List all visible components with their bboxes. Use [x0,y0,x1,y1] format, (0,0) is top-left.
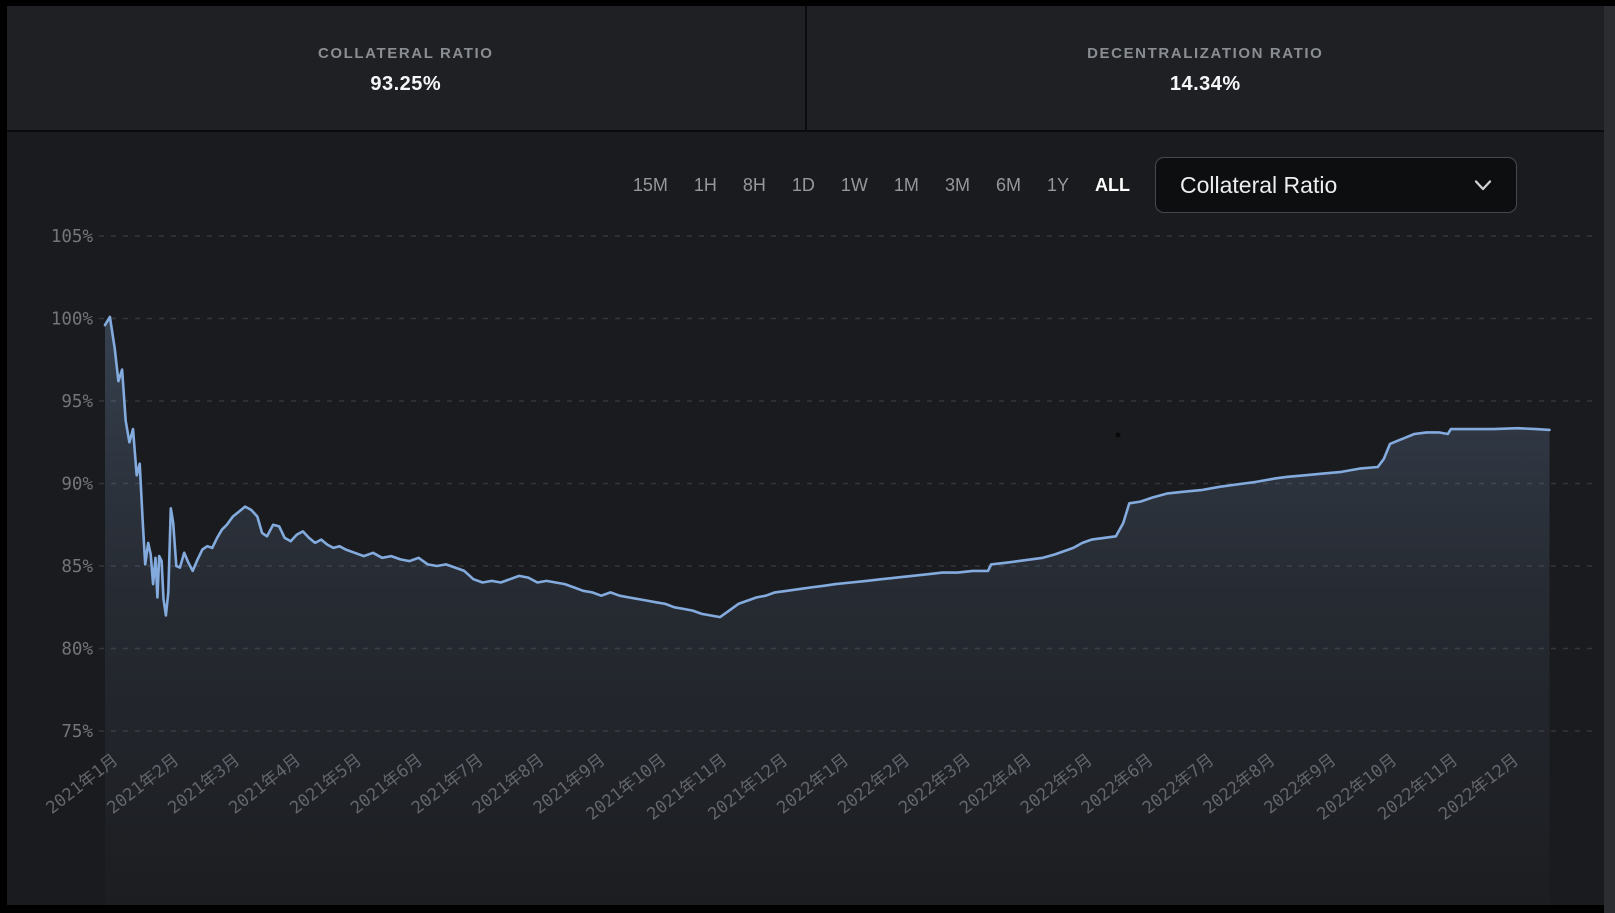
chevron-down-icon [1474,180,1492,191]
stats-header: COLLATERAL RATIO 93.25% DECENTRALIZATION… [7,6,1604,132]
stat-decentralization-ratio: DECENTRALIZATION RATIO 14.34% [807,6,1605,130]
metric-dropdown-label: Collateral Ratio [1180,171,1338,198]
range-button-3m[interactable]: 3M [944,174,970,195]
stat-collateral-ratio: COLLATERAL RATIO 93.25% [7,6,807,130]
range-button-15m[interactable]: 15M [632,174,668,195]
range-button-1d[interactable]: 1D [791,174,815,195]
range-button-1m[interactable]: 1M [893,174,919,195]
y-axis-labels: 105% 100% 95% 90% 85% 80% 75% [51,227,94,742]
y-tick-85%: 85% [61,557,93,577]
y-tick-105%: 105% [51,227,94,247]
series-line [103,315,1551,619]
metric-dropdown[interactable]: Collateral Ratio [1155,157,1517,213]
y-tick-75%: 75% [61,722,93,742]
range-button-6m[interactable]: 6M [995,174,1021,195]
chart-area[interactable]: 105% 100% 95% 90% 85% 80% 75% 2021年1月 2021年2月 20… [7,132,1604,905]
y-tick-90%: 90% [61,475,93,495]
plot-series [103,315,1551,905]
mouse-cursor-dot [1115,432,1121,438]
time-range-selector: 15M 1H 8H 1D 1W 1M 3M 6M 1Y ALL [633,157,1130,213]
app-window: COLLATERAL RATIO 93.25% DECENTRALIZATION… [7,6,1604,905]
range-button-all[interactable]: ALL [1095,174,1130,195]
series-area-fill [105,316,1550,905]
stat-value: 93.25% [370,72,442,95]
range-button-1w[interactable]: 1W [840,174,868,195]
stat-label: COLLATERAL RATIO [317,44,494,62]
window-edge-scroll-strip[interactable] [1604,6,1615,913]
stat-value: 14.34% [1169,72,1241,95]
collateral-ratio-chart[interactable]: 105%100%95%90%85%80%75% 2021年1月2021年2月20… [7,132,1604,905]
range-button-1h[interactable]: 1H [693,174,717,195]
range-button-1y[interactable]: 1Y [1046,174,1069,195]
y-tick-80%: 80% [61,640,93,660]
stat-label: DECENTRALIZATION RATIO [1087,44,1324,62]
y-tick-100%: 100% [51,310,94,330]
range-button-8h[interactable]: 8H [742,174,766,195]
y-tick-95%: 95% [61,392,93,412]
